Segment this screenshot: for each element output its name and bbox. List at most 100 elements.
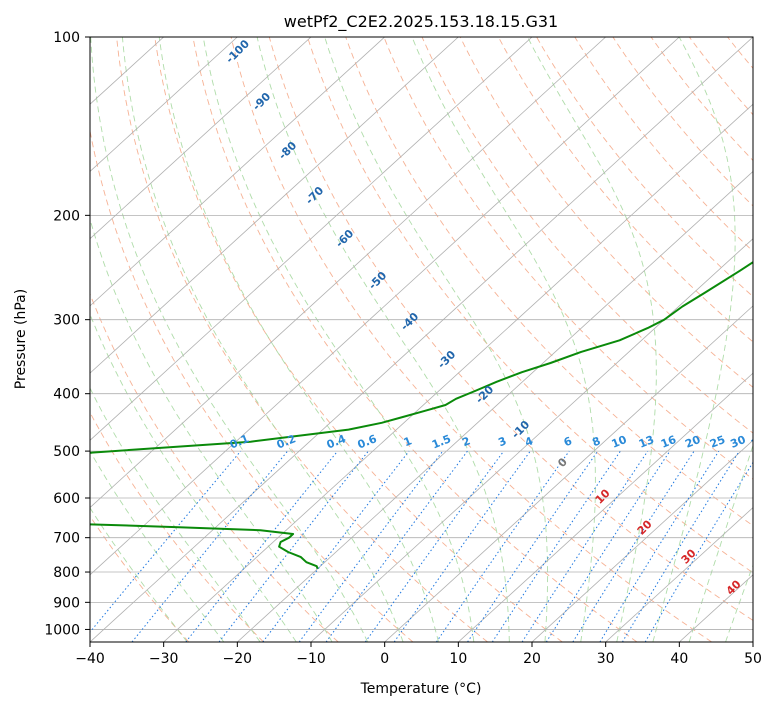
moist-adiabats bbox=[90, 37, 753, 642]
dry-adiabat bbox=[268, 37, 753, 621]
mixing-ratio-line bbox=[131, 450, 288, 642]
profile-series bbox=[90, 260, 753, 570]
mixing-ratio-line bbox=[262, 450, 410, 642]
dry-adiabats bbox=[90, 37, 775, 642]
moist-adiabat bbox=[90, 387, 261, 642]
mixing-ratio-line bbox=[185, 450, 338, 642]
moist-adiabat bbox=[90, 313, 297, 642]
isotherm bbox=[90, 37, 533, 441]
y-tick-label: 500 bbox=[53, 444, 80, 460]
x-axis-ticks: −40 −30 −20 −10 0 10 20 30 40 50 bbox=[75, 642, 762, 667]
isotherm bbox=[310, 238, 753, 642]
y-tick-label: 800 bbox=[53, 565, 80, 581]
moist-adiabat-label: 40 bbox=[724, 577, 744, 597]
dry-adiabat bbox=[688, 37, 753, 116]
dry-adiabat bbox=[766, 37, 775, 642]
x-tick-label: −20 bbox=[223, 651, 253, 667]
moist-adiabat bbox=[324, 37, 549, 642]
pressure-gridlines bbox=[90, 37, 753, 630]
y-tick-label: 700 bbox=[53, 531, 80, 547]
mixing-ratio-label: 0.4 bbox=[325, 432, 348, 451]
isotherm bbox=[90, 37, 238, 172]
mixing-ratio-line bbox=[599, 450, 720, 642]
mixing-ratio-label: 8 bbox=[590, 434, 602, 449]
dry-adiabat bbox=[727, 37, 753, 69]
dry-adiabat-label: -20 bbox=[473, 383, 496, 406]
dry-adiabat bbox=[230, 37, 712, 642]
moist-adiabat bbox=[202, 37, 475, 642]
x-tick-label: −40 bbox=[75, 651, 105, 667]
isotherm bbox=[163, 103, 753, 642]
dry-adiabat-label: -80 bbox=[276, 139, 299, 162]
mixing-ratio-label: 13 bbox=[637, 433, 656, 451]
y-tick-label: 1000 bbox=[44, 622, 80, 638]
mixing-ratio-line bbox=[364, 450, 505, 642]
dry-adiabat-label: -40 bbox=[398, 310, 421, 333]
dry-adiabat bbox=[498, 37, 753, 343]
y-axis-ticks: 100 200 300 400 500 600 700 800 900 1000 bbox=[44, 30, 90, 638]
dry-adiabat bbox=[90, 411, 264, 642]
moist-adiabat bbox=[256, 37, 510, 642]
y-tick-label: 600 bbox=[53, 491, 80, 507]
dry-adiabat-label: -100 bbox=[223, 37, 252, 66]
isotherm bbox=[90, 37, 385, 307]
dry-adiabat-label: -50 bbox=[366, 269, 389, 292]
y-tick-label: 900 bbox=[53, 595, 80, 611]
x-axis-label: Temperature (°C) bbox=[360, 681, 482, 697]
isotherm bbox=[384, 305, 753, 642]
moist-adiabat bbox=[90, 37, 369, 642]
isotherm bbox=[90, 37, 606, 509]
isotherm bbox=[605, 507, 753, 642]
x-tick-label: 20 bbox=[523, 651, 541, 667]
mixing-ratio-line bbox=[435, 450, 570, 642]
isotherm bbox=[90, 37, 680, 576]
moist-adiabat-label: 20 bbox=[635, 517, 655, 537]
moist-adiabat bbox=[90, 506, 188, 642]
y-tick-label: 400 bbox=[53, 387, 80, 403]
x-tick-label: 10 bbox=[449, 651, 467, 667]
mixing-ratio-line bbox=[90, 450, 242, 633]
isotherm bbox=[752, 641, 753, 642]
dry-adiabat bbox=[574, 37, 753, 252]
dry-adiabat-label: -30 bbox=[435, 348, 458, 371]
x-tick-label: 50 bbox=[744, 651, 762, 667]
moist-adiabat bbox=[158, 37, 439, 642]
dry-adiabat bbox=[116, 37, 488, 642]
dry-adiabat bbox=[459, 37, 753, 388]
mixing-ratio-label: 1 bbox=[402, 434, 414, 449]
mixing-ratio-label: 10 bbox=[610, 433, 629, 451]
mixing-ratio-line bbox=[393, 450, 531, 642]
y-tick-label: 300 bbox=[53, 313, 80, 329]
mixing-ratio-label: 25 bbox=[708, 433, 727, 451]
mixing-ratio-label: 3 bbox=[496, 434, 508, 449]
mixing-ratio-label: 0.1 bbox=[228, 432, 251, 451]
dry-adiabat bbox=[90, 128, 414, 642]
mixing-ratio-label: 30 bbox=[728, 433, 747, 451]
isotherms bbox=[90, 37, 753, 642]
moist-adiabat bbox=[121, 37, 404, 642]
mixing-ratio-line bbox=[572, 450, 695, 642]
dry-adiabat bbox=[345, 37, 753, 527]
mixing-ratio-line bbox=[218, 450, 369, 642]
y-tick-label: 200 bbox=[53, 208, 80, 224]
mixing-ratio-label: 2 bbox=[460, 434, 472, 449]
dry-adiabat-label: -90 bbox=[250, 90, 273, 113]
mixing-ratio-label: 16 bbox=[659, 433, 678, 451]
isotherm bbox=[237, 170, 753, 642]
mixing-ratio-line bbox=[621, 450, 740, 642]
mixing-ratio-label: 6 bbox=[562, 434, 574, 449]
dry-adiabat bbox=[536, 37, 753, 298]
isotherm bbox=[90, 37, 459, 374]
mixing-ratio-line bbox=[467, 450, 599, 642]
mixing-ratio-line bbox=[491, 450, 621, 642]
x-tick-label: −30 bbox=[149, 651, 179, 667]
dewpoint-profile-line bbox=[90, 260, 753, 570]
x-tick-label: −10 bbox=[296, 651, 326, 667]
dry-adiabat bbox=[421, 37, 753, 434]
dry-adiabat bbox=[192, 37, 638, 642]
isotherm bbox=[531, 439, 753, 642]
isotherm bbox=[90, 37, 753, 642]
x-tick-label: 0 bbox=[380, 651, 389, 667]
dry-adiabat bbox=[307, 37, 753, 574]
